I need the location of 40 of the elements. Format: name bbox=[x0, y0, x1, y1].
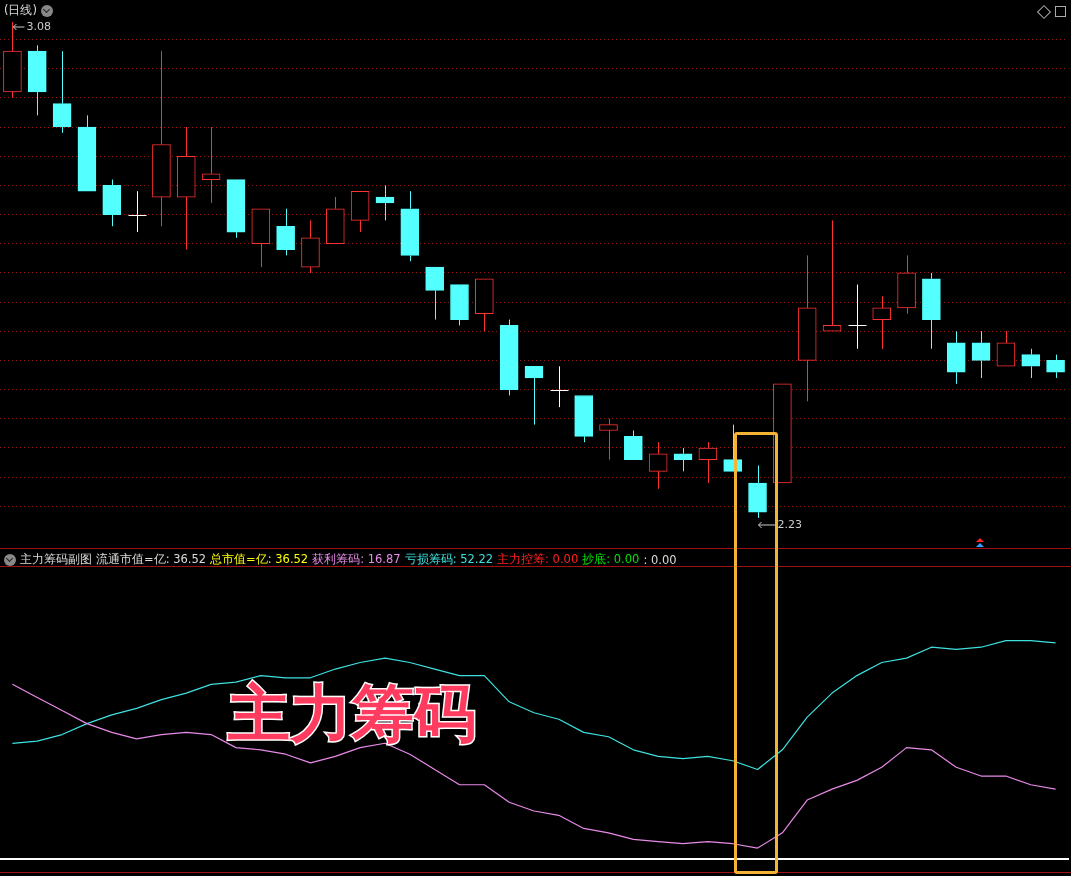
candlestick bbox=[624, 429, 643, 460]
candlestick bbox=[897, 254, 916, 315]
candlestick bbox=[201, 126, 221, 204]
candlestick bbox=[400, 190, 420, 262]
candlestick bbox=[797, 254, 817, 402]
candlestick bbox=[128, 190, 147, 233]
candlestick bbox=[922, 272, 941, 350]
candlestick bbox=[475, 278, 494, 332]
text: : 0.00 bbox=[643, 552, 677, 567]
candlestick bbox=[425, 266, 444, 321]
candlestick bbox=[550, 365, 569, 408]
candlestick bbox=[673, 447, 693, 472]
candlestick bbox=[996, 330, 1016, 367]
candlestick bbox=[27, 44, 47, 116]
candlestick bbox=[226, 179, 246, 239]
candlestick bbox=[152, 50, 171, 227]
candlestick bbox=[946, 330, 966, 385]
text: 流通市值=亿: 36.52 bbox=[96, 552, 207, 567]
candlestick bbox=[52, 50, 72, 134]
candlestick bbox=[325, 196, 345, 245]
candlestick bbox=[848, 284, 867, 350]
candlestick bbox=[599, 418, 618, 461]
text: 总市值=亿: 36.52 bbox=[210, 552, 309, 567]
candlestick bbox=[77, 114, 97, 192]
candlestick bbox=[822, 219, 842, 332]
candlestick bbox=[574, 395, 593, 443]
candlestick bbox=[748, 464, 767, 519]
text: 主力控筹: 0.00 bbox=[497, 552, 579, 567]
chart-title: 主力筹码副图 bbox=[20, 552, 92, 567]
text: 抄底: 0.00 bbox=[582, 552, 640, 567]
candlestick bbox=[350, 190, 370, 233]
annotation: 2.23 bbox=[777, 517, 803, 531]
chart-title: (日线) bbox=[4, 3, 37, 18]
text: 亏损筹码: 52.22 bbox=[404, 552, 494, 567]
text: 获利筹码: 16.87 bbox=[312, 552, 401, 567]
annotation: 3.08 bbox=[26, 19, 51, 33]
text: 主力筹码 bbox=[228, 676, 476, 752]
candlestick bbox=[301, 219, 320, 274]
candlestick bbox=[276, 208, 295, 256]
candlestick bbox=[176, 126, 196, 251]
